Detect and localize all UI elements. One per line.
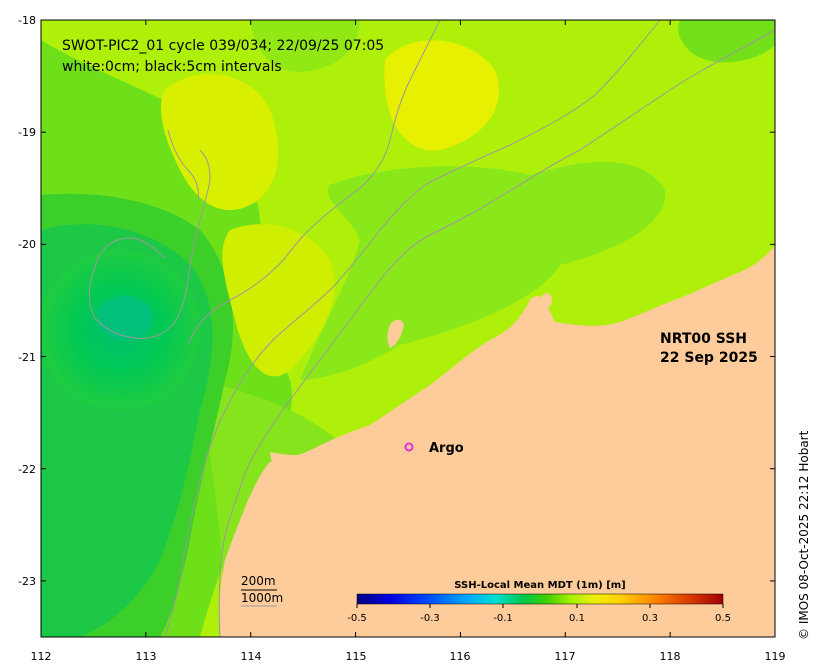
colorbar-tick-label: -0.1 [493,613,513,624]
bathymetry-shelf [187,20,441,346]
y-tick-label: -23 [18,575,36,588]
bathymetry-1000m [164,20,661,637]
depth-legend-1000m: 1000m [241,591,283,605]
ssh-contour-yellow-left [160,73,279,211]
imos-credit: © IMOS 08-Oct-2025 22:12 Hobart [797,430,811,640]
x-tick-label: 115 [346,650,367,663]
y-axis-labels: -18 -19 -20 -21 -22 -23 [18,14,36,588]
plot-frame [40,19,776,638]
depth-legend: 200m 1000m [241,574,283,607]
colorbar-gradient [356,593,724,605]
y-tick-label: -19 [18,126,36,139]
x-tick-label: 114 [241,650,262,663]
colorbar-tick-label: 0.3 [642,613,658,624]
ssh-eddy-inner [97,296,153,340]
y-tick-label: -21 [18,351,36,364]
argo-marker-icon [404,442,414,452]
colorbar-tick-label: -0.3 [420,613,440,624]
ssh-contour-green-topright [678,20,775,63]
colorbar-ticks [356,604,724,608]
colorbar: SSH-Local Mean MDT (1m) [m] -0.5 -0.3 -0… [347,580,731,624]
map-title: SWOT-PIC2_01 cycle 039/034; 22/09/25 07:… [62,38,384,54]
depth-legend-200m: 200m [241,574,276,588]
map-subtitle: white:0cm; black:5cm intervals [62,59,282,75]
argo-float[interactable]: Argo [404,441,464,456]
colorbar-tick-label: 0.5 [715,613,731,624]
product-label: NRT00 SSH [660,331,747,347]
x-tick-label: 119 [765,650,786,663]
y-tick-label: -20 [18,238,36,251]
product-date: 22 Sep 2025 [660,350,758,366]
bathymetry-plateau [88,149,211,339]
x-tick-label: 116 [450,650,471,663]
x-tick-label: 112 [31,650,52,663]
ssh-contour-yellow-band [222,224,335,377]
ssh-contour-yellow-top [384,40,499,151]
land-northwest-cape [270,452,318,506]
land-coast-islands [538,293,552,313]
colorbar-tick-label: -0.5 [347,613,367,624]
y-tick-label: -22 [18,463,36,476]
land-barrow-island [387,319,404,348]
ssh-contour-green-topleft [250,20,360,72]
x-tick-label: 117 [555,650,576,663]
x-tick-label: 118 [660,650,681,663]
x-axis-labels: 112 113 114 115 116 117 118 119 [31,650,786,663]
bathymetry-west [167,129,199,201]
y-tick-label: -18 [18,14,36,27]
axis-ticks [40,19,776,637]
argo-label: Argo [429,441,464,456]
colorbar-title: SSH-Local Mean MDT (1m) [m] [454,580,626,591]
x-tick-label: 113 [136,650,157,663]
map-plot-area [41,20,775,637]
colorbar-tick-label: 0.1 [569,613,585,624]
land-mainland [219,245,775,637]
bathymetry-200m [218,29,775,637]
